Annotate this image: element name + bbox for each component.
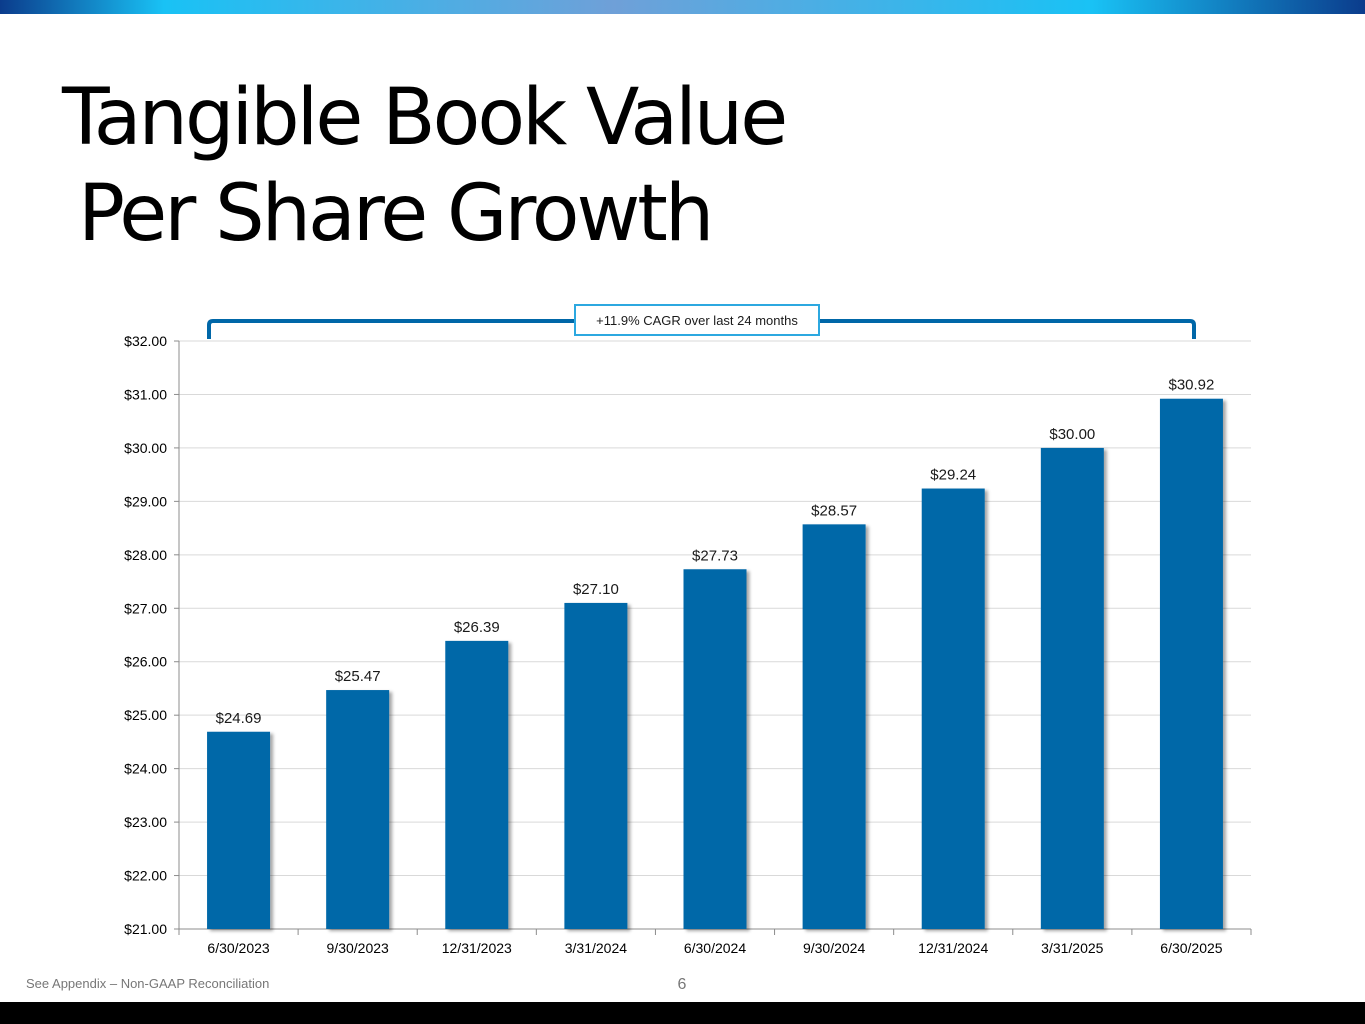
x-axis-tick-labels: 6/30/2023 9/30/2023 12/31/2023 3/31/2024 6/3… [207, 940, 1222, 956]
cagr-box [574, 304, 820, 336]
bar [921, 488, 985, 929]
bar [207, 731, 271, 929]
bar-value-label: $25.47 [335, 668, 381, 685]
y-tick-label: $26.00 [124, 654, 167, 670]
bar [326, 690, 390, 929]
cagr-label: +11.9% CAGR over last 24 months [596, 313, 798, 328]
x-tick-label: 9/30/2024 [803, 940, 865, 956]
x-tick-label: 6/30/2025 [1160, 940, 1222, 956]
y-tick-label: $30.00 [124, 440, 167, 456]
bar-value-label: $27.73 [692, 547, 738, 564]
y-tick-label: $23.00 [124, 814, 167, 830]
bar-chart: $21.00 $22.00 $23.00 $24.00 $25.00 $26.00 $27.… [124, 304, 1252, 956]
bar [445, 640, 509, 929]
bar-value-label: $27.10 [573, 581, 619, 598]
page-title: Tangible Book Value Per Share Growth [62, 70, 788, 262]
x-tick-label: 3/31/2024 [565, 940, 627, 956]
page-number: 6 [677, 976, 687, 993]
x-tick-label: 6/30/2024 [684, 940, 746, 956]
bars [207, 398, 1223, 929]
top-accent-bar [0, 0, 1365, 14]
y-axis-tick-labels: $21.00 $22.00 $23.00 $24.00 $25.00 $26.00 $27.… [124, 333, 167, 937]
bar [564, 602, 628, 929]
y-tick-label: $24.00 [124, 761, 167, 777]
title-line-2: Per Share Growth [78, 169, 714, 259]
bar-value-labels: $24.69 $25.47 $26.39 $27.10 $27.73 $28.57 $29.… [216, 377, 1215, 727]
bar-value-label: $26.39 [454, 619, 500, 636]
y-tick-label: $32.00 [124, 333, 167, 349]
x-tick-label: 9/30/2023 [327, 940, 389, 956]
bar [1159, 398, 1223, 929]
cagr-callout: +11.9% CAGR over last 24 months [207, 304, 1196, 339]
bar-value-label: $28.57 [811, 502, 857, 519]
bar [683, 569, 747, 929]
bar-value-label: $30.92 [1168, 377, 1214, 394]
y-tick-label: $27.00 [124, 600, 167, 616]
bar [1040, 447, 1104, 929]
x-tick-label: 12/31/2023 [442, 940, 512, 956]
bar-value-label: $30.00 [1049, 426, 1095, 443]
x-tick-label: 3/31/2025 [1041, 940, 1103, 956]
y-tick-label: $21.00 [124, 921, 167, 937]
bar-value-label: $29.24 [930, 467, 976, 484]
y-tick-label: $22.00 [124, 868, 167, 884]
y-tick-label: $25.00 [124, 707, 167, 723]
footnote: See Appendix – Non-GAAP Reconciliation [26, 976, 270, 991]
y-tick-label: $28.00 [124, 547, 167, 563]
y-tick-label: $29.00 [124, 493, 167, 509]
x-tick-label: 12/31/2024 [918, 940, 988, 956]
title-line-1: Tangible Book Value [62, 73, 788, 163]
bar-value-label: $24.69 [216, 710, 262, 727]
bottom-bar [0, 1002, 1365, 1024]
x-tick-label: 6/30/2023 [207, 940, 269, 956]
y-tick-label: $31.00 [124, 386, 167, 402]
bar [802, 524, 866, 929]
